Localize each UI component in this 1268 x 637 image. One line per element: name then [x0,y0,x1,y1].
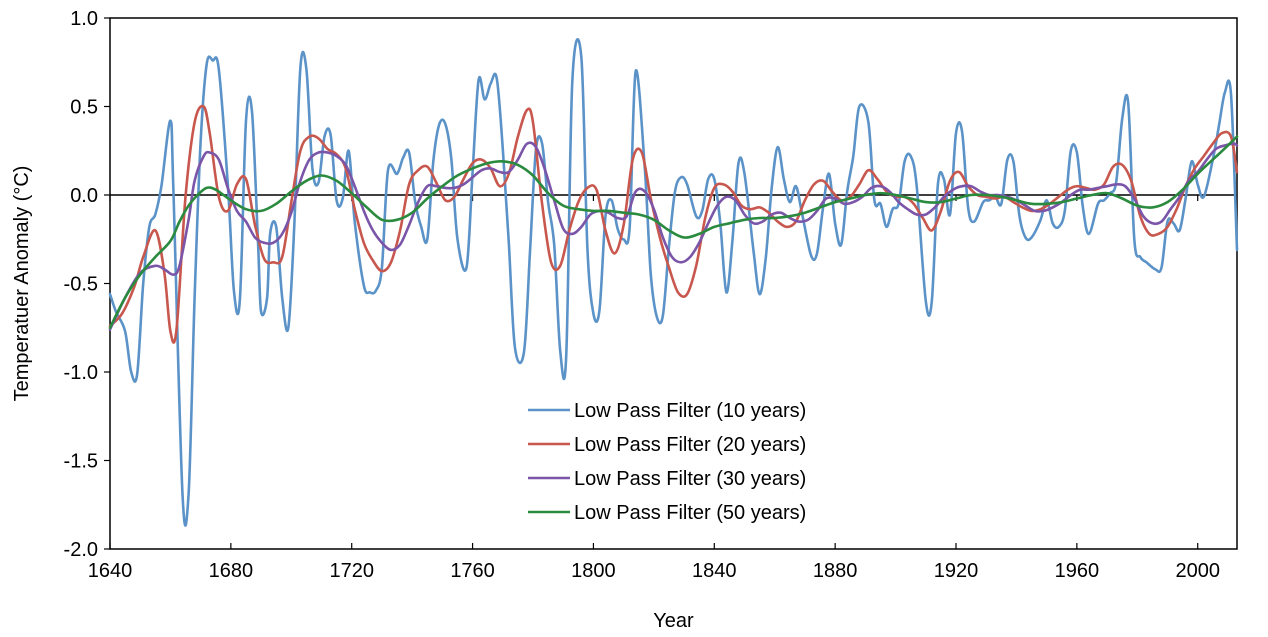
x-axis-title: Year [653,610,694,632]
y-axis-title: Temperatuer Anomaly (°C) [11,166,33,402]
x-tick-label: 1640 [88,560,133,582]
x-tick-label: 1920 [934,560,979,582]
x-tick-label: 2000 [1175,560,1220,582]
x-tick-label: 1840 [692,560,737,582]
series-line-4 [108,135,1239,330]
x-tick-label: 1800 [571,560,616,582]
x-tick-label: 1680 [209,560,254,582]
series-line-2 [108,104,1239,344]
legend: Low Pass Filter (10 years) Low Pass Filte… [520,392,870,528]
x-tick-label: 1960 [1055,560,1100,582]
x-axis-ticks: 1640 1680 1720 1760 1800 1840 1880 1920 1960 2000 [88,195,1220,582]
y-tick-label: -1.0 [64,362,98,384]
y-tick-label: -0.5 [64,274,98,296]
y-tick-label: -1.5 [64,451,98,473]
series-line-3 [108,141,1239,331]
x-tick-label: 1880 [813,560,858,582]
y-tick-label: 1.0 [70,8,98,30]
x-tick-label: 1720 [329,560,374,582]
x-tick-label: 1760 [450,560,495,582]
legend-label-4: Low Pass Filter (50 years) [574,502,806,524]
series-layer [108,38,1239,527]
y-axis-ticks: 1.0 0.5 0.0 -0.5 -1.0 -1.5 -2.0 [64,8,110,561]
y-tick-label: -2.0 [64,539,98,561]
series-line-1 [108,38,1239,527]
y-tick-label: 0.0 [70,185,98,207]
legend-label-3: Low Pass Filter (30 years) [574,468,806,490]
legend-label-1: Low Pass Filter (10 years) [574,400,806,422]
y-tick-label: 0.5 [70,97,98,119]
legend-background [520,392,870,528]
legend-label-2: Low Pass Filter (20 years) [574,434,806,456]
